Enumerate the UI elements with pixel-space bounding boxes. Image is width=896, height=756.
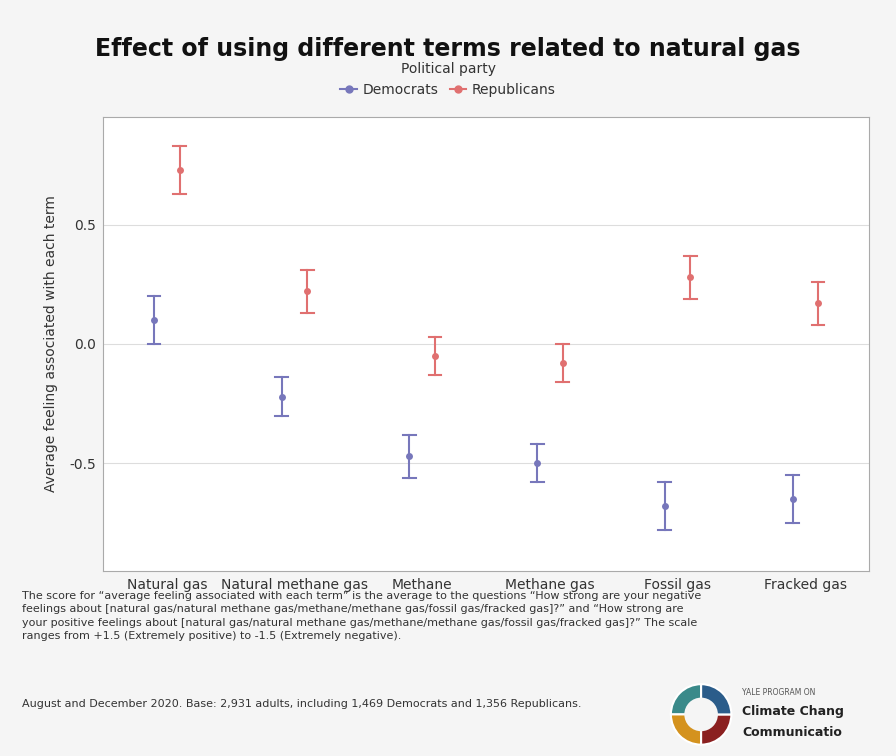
Text: Communicatio: Communicatio	[742, 726, 841, 739]
Text: August and December 2020. Base: 2,931 adults, including 1,469 Democrats and 1,35: August and December 2020. Base: 2,931 ad…	[22, 699, 582, 709]
Text: The score for “average feeling associated with each term” is the average to the : The score for “average feeling associate…	[22, 591, 702, 641]
Text: YALE PROGRAM ON: YALE PROGRAM ON	[742, 688, 815, 697]
Wedge shape	[701, 714, 731, 745]
Legend: Democrats, Republicans: Democrats, Republicans	[335, 57, 561, 103]
Wedge shape	[671, 714, 702, 745]
Wedge shape	[702, 684, 731, 714]
Circle shape	[685, 698, 718, 731]
Y-axis label: Average feeling associated with each term: Average feeling associated with each ter…	[44, 196, 58, 492]
Wedge shape	[671, 684, 702, 714]
Text: Climate Chang: Climate Chang	[742, 705, 844, 717]
Text: Effect of using different terms related to natural gas: Effect of using different terms related …	[95, 37, 801, 61]
